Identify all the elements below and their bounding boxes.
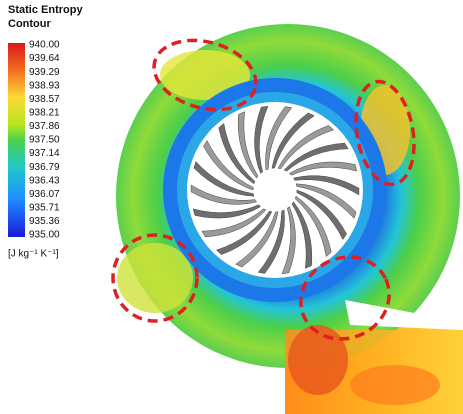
tick-label: 937.86	[29, 121, 60, 132]
color-bar	[8, 43, 25, 237]
tick-label: 939.29	[29, 67, 60, 78]
figure: Static Entropy Contour 940.00 939.64 939.2…	[0, 0, 463, 414]
hot-spot	[288, 325, 348, 395]
tick-label: 936.43	[29, 175, 60, 186]
tick-label: 937.14	[29, 148, 60, 159]
tick-label: 937.50	[29, 135, 60, 146]
tick-label: 938.57	[29, 94, 60, 105]
legend-unit: [J kg⁻¹ K⁻¹]	[8, 249, 59, 260]
hub	[257, 172, 293, 208]
tick-labels: 940.00 939.64 939.29 938.93 938.57 938.21 937.…	[29, 40, 60, 241]
tick-label: 935.36	[29, 216, 60, 227]
hot-spot	[350, 365, 440, 405]
tick-label: 939.64	[29, 53, 60, 64]
contour	[116, 24, 463, 414]
tick-label: 935.00	[29, 230, 60, 241]
tick-label: 936.07	[29, 189, 60, 200]
tick-label: 938.93	[29, 80, 60, 91]
tick-label: 938.21	[29, 107, 60, 118]
legend-title: Static Entropy	[8, 4, 83, 16]
legend: Static Entropy Contour 940.00 939.64 939.2…	[8, 4, 83, 260]
tick-label: 936.79	[29, 162, 60, 173]
hot-spot	[117, 243, 193, 313]
tick-label: 940.00	[29, 40, 60, 51]
tick-label: 935.71	[29, 202, 60, 213]
legend-title: Contour	[8, 18, 51, 30]
